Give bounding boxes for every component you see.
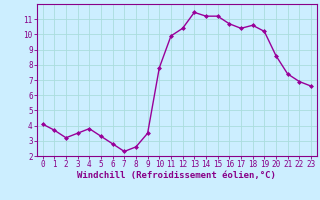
X-axis label: Windchill (Refroidissement éolien,°C): Windchill (Refroidissement éolien,°C) — [77, 171, 276, 180]
